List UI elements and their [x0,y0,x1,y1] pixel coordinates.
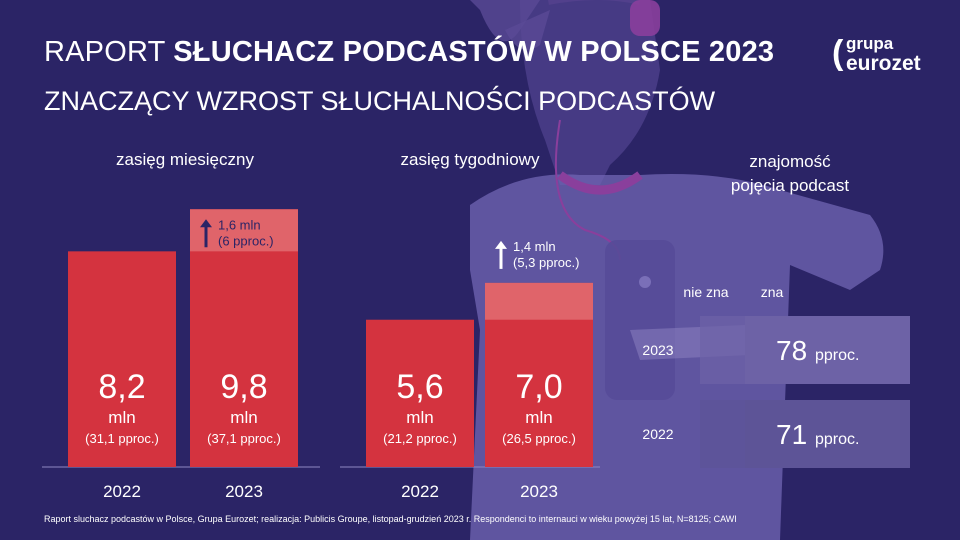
monthly-increase-segment [190,209,298,252]
weekly-value-label: 5,6 [396,368,443,406]
awareness-title-line2: pojęcia podcast [730,176,850,195]
monthly-bar-2022 [68,251,176,467]
monthly-value-label: 9,8 [220,368,267,406]
weekly-percent-label: (21,2 pproc.) [383,431,457,446]
weekly-increase-segment [485,282,593,320]
weekly-bar-2022 [366,319,474,467]
awareness-title-line1: znajomość [749,152,831,171]
title-bold: SŁUCHACZ PODCASTÓW W POLSCE 2023 [173,36,775,68]
logo-mark: ( [832,34,844,72]
footer-note: Raport sluchacz podcastów w Polsce, Grup… [44,514,737,524]
weekly-increase-arrowhead [495,240,507,249]
eurozet-logo: ( grupa eurozet [832,34,940,80]
awareness-unit-label: pproc. [815,347,859,364]
awareness-row-year: 2023 [642,342,673,358]
awareness-zna-bar-2023 [745,316,910,384]
monthly-increase-label2: (6 pproc.) [218,233,274,248]
awareness-zna-bar-2022 [745,400,910,468]
monthly-percent-label: (37,1 pproc.) [207,431,281,446]
weekly-unit-label: mln [406,408,433,427]
page-title: RAPORT SŁUCHACZ PODCASTÓW W POLSCE 2023 [44,36,774,69]
monthly-tick-label: 2023 [225,482,263,501]
monthly-unit-label: mln [108,408,135,427]
logo-line2: eurozet [846,52,921,75]
weekly-percent-label: (26,5 pproc.) [502,431,576,446]
awareness-title: znajomość pojęcia podcast [680,150,900,198]
awareness-row-year: 2022 [642,426,673,442]
weekly-increase-label: 1,4 mln [513,239,556,254]
awareness-nie-zna-cell-2022 [700,400,745,468]
awareness-value-label: 71 [776,419,807,450]
monthly-reach-title: zasięg miesięczny [116,150,254,169]
weekly-tick-label: 2022 [401,482,439,501]
weekly-reach-title: zasięg tygodniowy [400,150,540,169]
monthly-percent-label: (31,1 pproc.) [85,431,159,446]
col-header-nie-zna: nie zna [683,284,728,300]
monthly-increase-label: 1,6 mln [218,217,261,232]
monthly-unit-label: mln [230,408,257,427]
monthly-bar-2023 [190,209,298,467]
monthly-tick-label: 2022 [103,482,141,501]
monthly-value-label: 8,2 [98,368,145,406]
monthly-increase-arrowhead [200,219,212,228]
weekly-increase-label2: (5,3 pproc.) [513,255,579,270]
logo-line1: grupa [846,34,894,53]
weekly-tick-label: 2023 [520,482,558,501]
col-header-zna: zna [761,284,784,300]
title-regular: RAPORT [44,36,174,68]
weekly-unit-label: mln [525,408,552,427]
weekly-value-label: 7,0 [515,368,562,406]
page-subtitle: ZNACZĄCY WZROST SŁUCHALNOŚCI PODCASTÓW [44,86,716,116]
awareness-nie-zna-cell-2023 [700,316,745,384]
awareness-unit-label: pproc. [815,431,859,448]
awareness-value-label: 78 [776,335,807,366]
